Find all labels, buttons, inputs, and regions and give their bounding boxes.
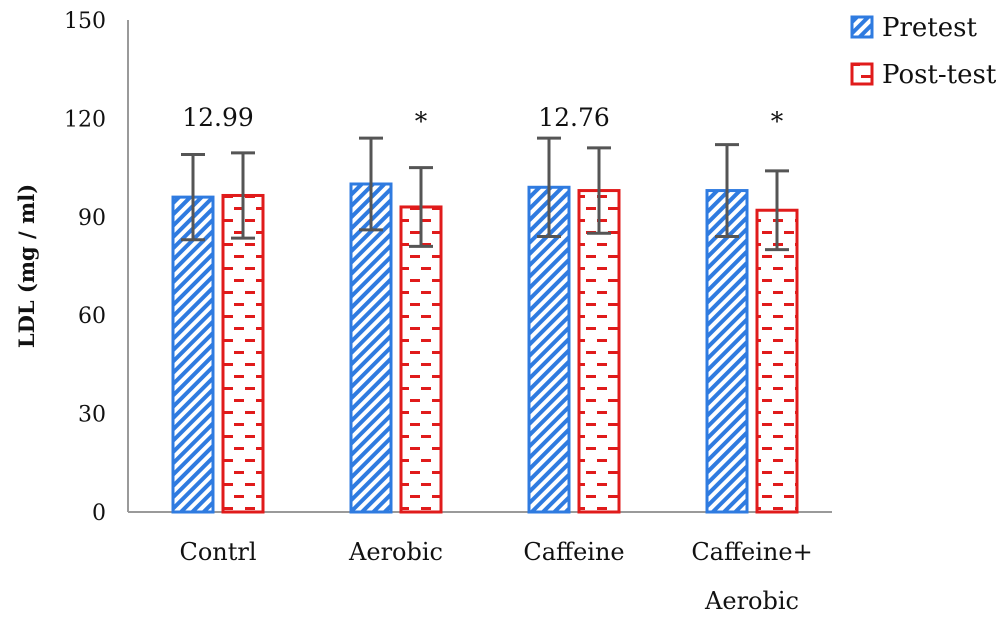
bar-post-test: [577, 189, 621, 514]
bar-annotation: 12.99: [182, 103, 254, 132]
x-category-label: Contrl: [179, 538, 256, 566]
bar-annotation: 12.76: [538, 103, 610, 132]
y-tick-label: 120: [64, 107, 106, 132]
bar-post-test: [221, 193, 265, 514]
y-tick-label: 90: [78, 206, 106, 231]
y-tick-label: 0: [92, 501, 106, 526]
legend-label: Pretest: [882, 13, 977, 43]
bar-post-test: [399, 205, 443, 514]
bar-pretest: [705, 189, 749, 514]
y-tick-label: 60: [78, 304, 106, 329]
x-category-label: Caffeine+: [691, 538, 812, 566]
legend-label: Post-test: [882, 60, 997, 90]
significance-marker: *: [771, 107, 784, 136]
legend-swatch-pretest: [850, 15, 874, 39]
x-category-label: Caffeine: [523, 538, 624, 566]
bar-pretest: [527, 185, 571, 514]
bar-pretest: [171, 195, 215, 514]
bar-pretest: [349, 182, 393, 514]
legend-swatch-post-test: [850, 62, 874, 86]
y-axis-label: LDL (mg / ml): [14, 184, 39, 348]
x-category-label: Aerobic: [704, 587, 799, 615]
y-tick-label: 30: [78, 403, 106, 428]
bar-post-test: [755, 208, 799, 514]
y-tick-label: 150: [64, 9, 106, 34]
x-category-label: Aerobic: [348, 538, 443, 566]
significance-marker: *: [415, 107, 428, 136]
